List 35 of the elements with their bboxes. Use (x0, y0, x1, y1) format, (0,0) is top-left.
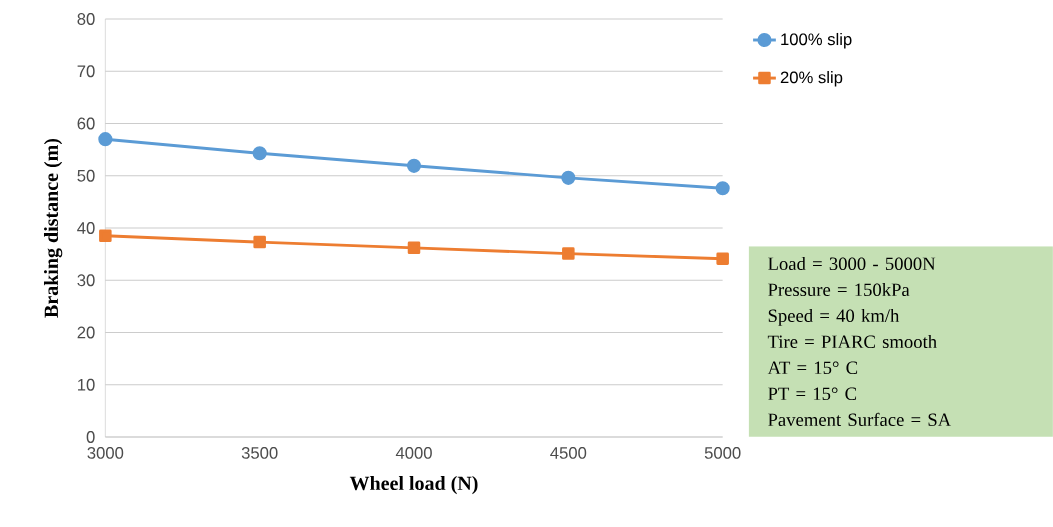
point (562, 247, 575, 260)
text: Speed = 40 km/h (768, 308, 900, 326)
x-tick-label: 4500 (550, 447, 587, 459)
point (99, 229, 112, 243)
y-tick-label: 70 (77, 65, 95, 78)
point (407, 241, 421, 255)
y-axis-title: Braking distance (m) (44, 138, 63, 318)
y-tick-label: 50 (77, 169, 95, 182)
x-tick-label: 5000 (704, 447, 741, 459)
y-tick-label: 30 (77, 274, 95, 287)
y-tick-label: 60 (77, 117, 95, 130)
text: Pressure = 150kPa (768, 282, 910, 297)
point (716, 252, 729, 266)
x-tick-label: 3500 (241, 447, 278, 459)
text: Pavement Surface = SA (768, 412, 952, 427)
point (252, 146, 267, 161)
point (253, 235, 266, 249)
legend-label: 100% slip (781, 32, 852, 49)
y-tick-label: 20 (77, 326, 95, 339)
x-axis-title: Wheel load (N) (349, 476, 478, 495)
text: Load = 3000 - 5000N (768, 256, 936, 271)
y-tick-label: 80 (77, 13, 95, 25)
text: Tire = PIARC smooth (767, 334, 937, 349)
y-tick-label: 40 (77, 222, 95, 234)
point (406, 158, 422, 173)
point (715, 181, 730, 196)
x-tick-label: 3000 (87, 447, 124, 459)
x-tick-label: 4000 (395, 447, 432, 459)
point (98, 132, 113, 147)
y-tick-label: 0 (86, 431, 95, 443)
y-tick-label: 10 (78, 378, 95, 391)
point (561, 170, 576, 185)
legend-label: 20% slip (780, 71, 843, 87)
text: PT = 15° C (768, 387, 857, 401)
text: AT = 15° C (767, 361, 858, 375)
